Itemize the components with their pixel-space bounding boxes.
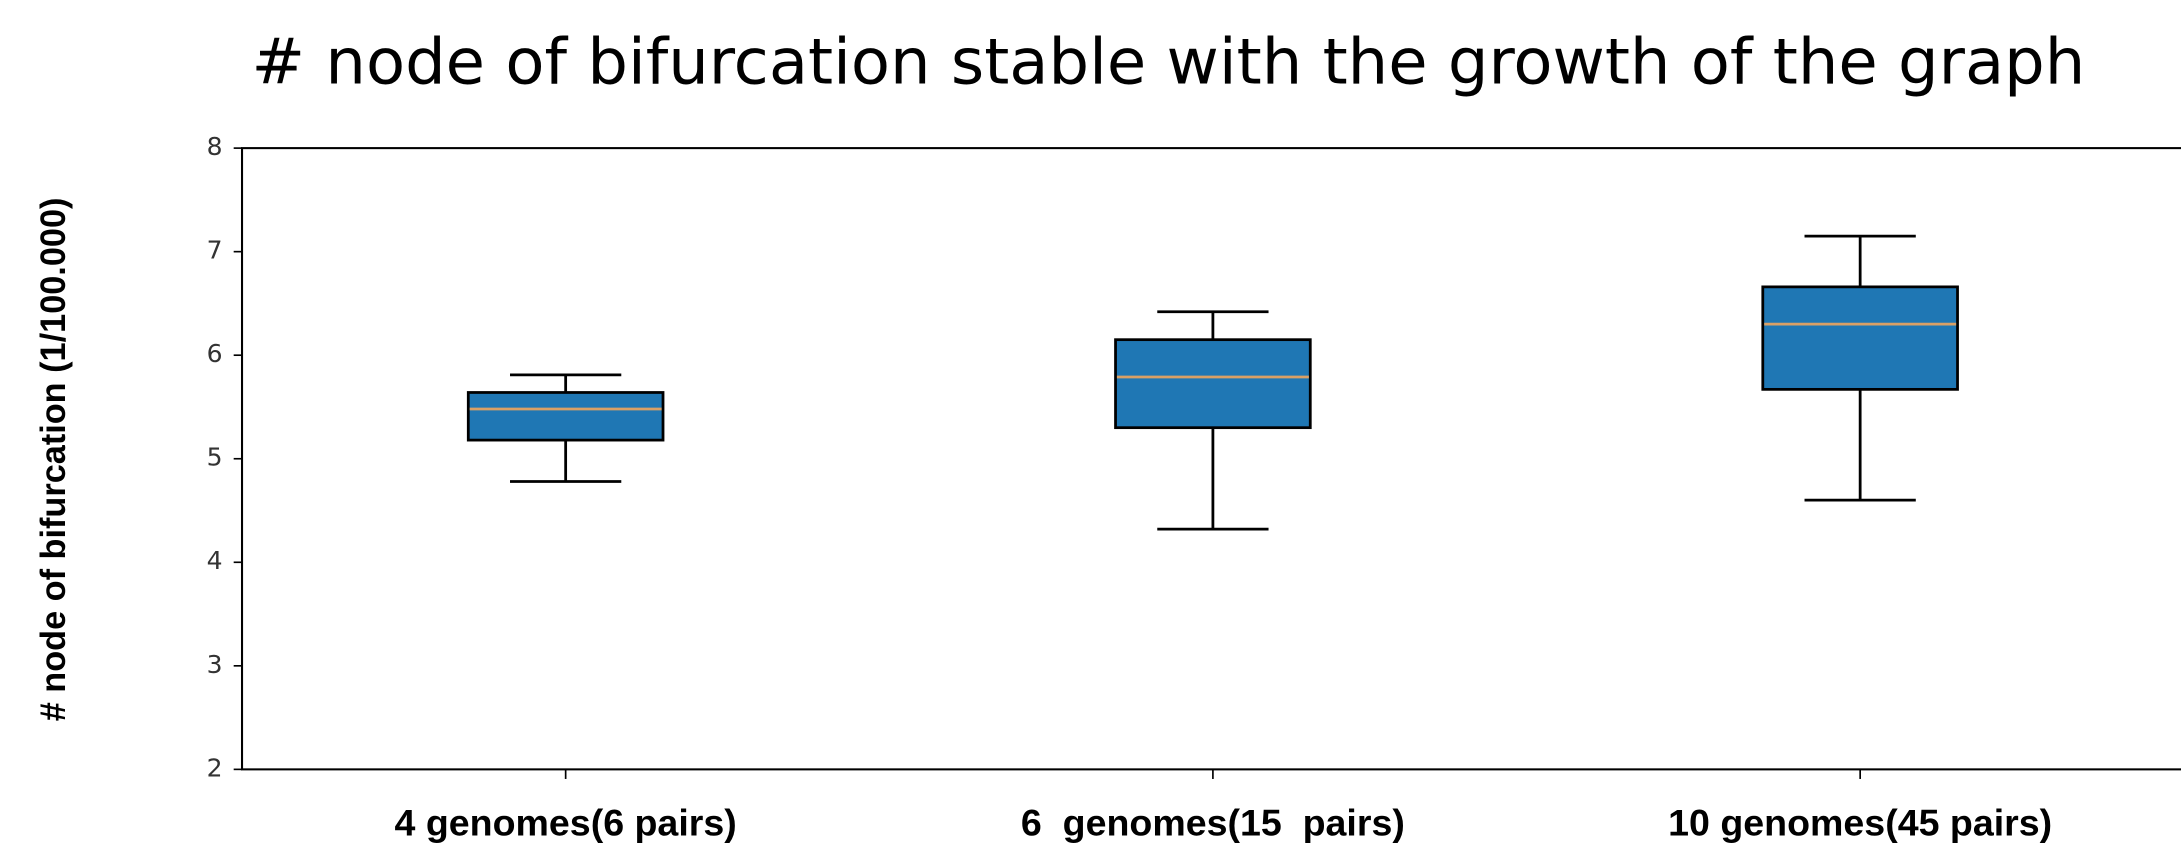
y-tick-label: 4 [207,546,223,575]
y-tick-label: 7 [207,236,223,265]
box [1114,338,1312,430]
chart-title: # node of bifurcation stable with the gr… [251,25,2085,98]
y-tick-label: 3 [207,650,223,679]
y-axis-label: # node of bifurcation (1/100.000) [35,198,73,722]
y-tick-label: 6 [207,339,223,368]
box [1761,285,1959,391]
x-tick-label: 6 genomes(15 pairs) [1021,802,1405,844]
x-tick-label: 10 genomes(45 pairs) [1668,802,2052,844]
y-tick-label: 8 [207,132,223,161]
x-tick-label: 4 genomes(6 pairs) [395,802,737,844]
y-tick-label: 2 [207,753,223,782]
box [466,391,665,442]
y-tick-label: 5 [207,443,223,472]
